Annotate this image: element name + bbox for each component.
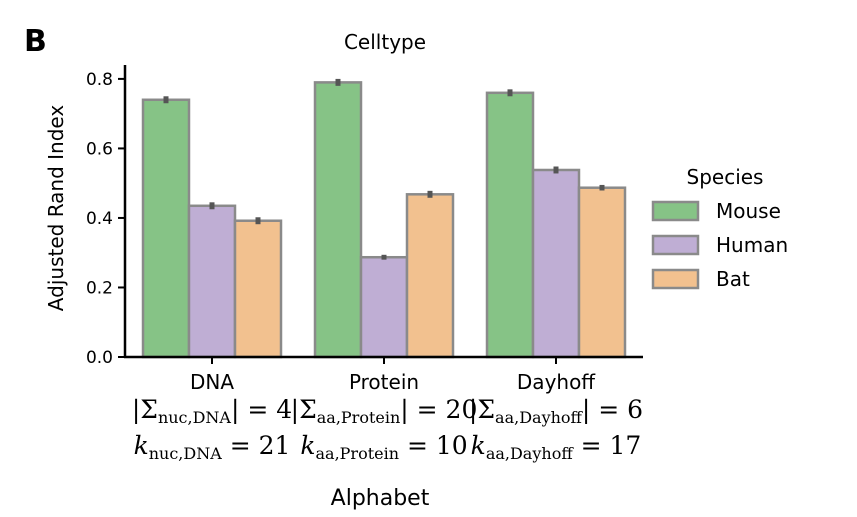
bar-human-protein <box>359 255 409 359</box>
x-axis-label: Alphabet <box>331 486 430 511</box>
legend-label-bat: Bat <box>716 267 750 291</box>
x-tick-label: DNA <box>190 370 234 394</box>
bar-bat-dna <box>233 219 283 359</box>
kmer-length-subscript: aa,Protein <box>315 444 399 463</box>
bar-human-dna <box>187 204 237 359</box>
y-tick-label: 0.2 <box>86 278 113 298</box>
y-tick-label: 0.8 <box>86 70 113 90</box>
panel-label: B <box>24 24 47 59</box>
y-tick-label: 0.0 <box>86 348 113 368</box>
x-ticks-group: DNA Protein Dayhoff <box>190 357 596 394</box>
kmer-length-subscript: nuc,DNA <box>149 444 222 463</box>
y-tick-label: 0.6 <box>86 139 113 159</box>
alphabet-size-subscript: aa,Dayhoff <box>495 408 584 427</box>
kmer-length-value: 21 <box>259 431 291 460</box>
error-bars-group <box>163 78 605 260</box>
y-ticks-group: 0.0 0.2 0.4 0.6 0.8 <box>86 70 125 368</box>
alphabet-size-annotation: |Σaa,Dayhoff| = 6 <box>469 395 643 427</box>
y-axis-label: Adjusted Rand Index <box>44 105 68 312</box>
legend-swatch-mouse <box>651 200 700 222</box>
alphabet-size-subscript: nuc,DNA <box>158 408 231 427</box>
x-tick-label: Dayhoff <box>517 370 596 394</box>
kmer-length-value: 17 <box>610 431 642 460</box>
legend-swatch-bat <box>651 268 700 290</box>
chart-title: Celltype <box>344 30 426 54</box>
bar-mouse-dayhoff <box>485 91 535 359</box>
legend-label-human: Human <box>716 233 788 257</box>
annotations-group: |Σnuc,DNA| = 4 knuc,DNA = 21|Σaa,Protein|… <box>132 395 643 463</box>
bar-bat-dayhoff <box>577 186 627 359</box>
kmer-length-annotation: knuc,DNA = 21 <box>134 431 291 463</box>
bars-group <box>141 81 627 359</box>
x-tick-label: Protein <box>349 370 419 394</box>
kmer-length-annotation: kaa,Protein = 10 <box>300 431 467 463</box>
legend-label-mouse: Mouse <box>716 199 781 223</box>
legend-swatch-human <box>651 234 700 256</box>
bar-human-dayhoff <box>531 168 581 359</box>
alphabet-size-annotation: |Σnuc,DNA| = 4 <box>132 395 292 427</box>
bar-mouse-dna <box>141 98 191 359</box>
kmer-length-annotation: kaa,Dayhoff = 17 <box>471 431 642 463</box>
alphabet-size-annotation: |Σaa,Protein| = 20 <box>291 395 478 427</box>
alphabet-size-value: 20 <box>446 395 478 424</box>
bar-mouse-protein <box>313 81 363 359</box>
legend: Species Mouse Human Bat <box>651 165 788 291</box>
y-tick-label: 0.4 <box>86 209 113 229</box>
alphabet-size-subscript: aa,Protein <box>317 408 401 427</box>
legend-title: Species <box>687 165 764 189</box>
kmer-length-value: 10 <box>436 431 468 460</box>
alphabet-size-value: 4 <box>276 395 292 424</box>
alphabet-size-value: 6 <box>627 395 643 424</box>
bar-bat-protein <box>405 193 455 359</box>
kmer-length-subscript: aa,Dayhoff <box>486 444 575 463</box>
